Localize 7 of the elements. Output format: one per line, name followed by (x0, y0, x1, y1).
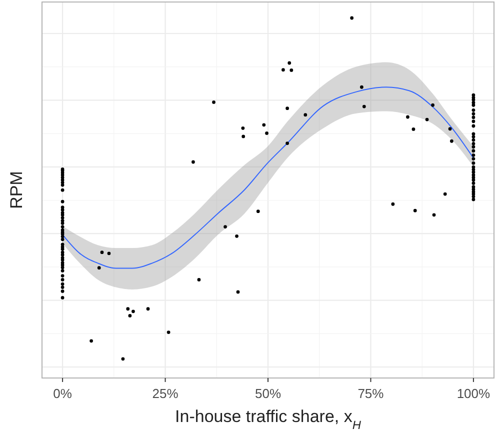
x-tick-label: 75% (358, 386, 384, 401)
x-axis-title: In-house traffic share, x$_{H}$ (175, 407, 362, 432)
x-tick-label: 25% (152, 386, 179, 401)
y-axis-title: RPM (7, 171, 26, 209)
x-tick-label: 50% (254, 386, 282, 401)
x-tick-label: 100% (456, 386, 491, 401)
x-tick-label: 0% (53, 386, 72, 401)
